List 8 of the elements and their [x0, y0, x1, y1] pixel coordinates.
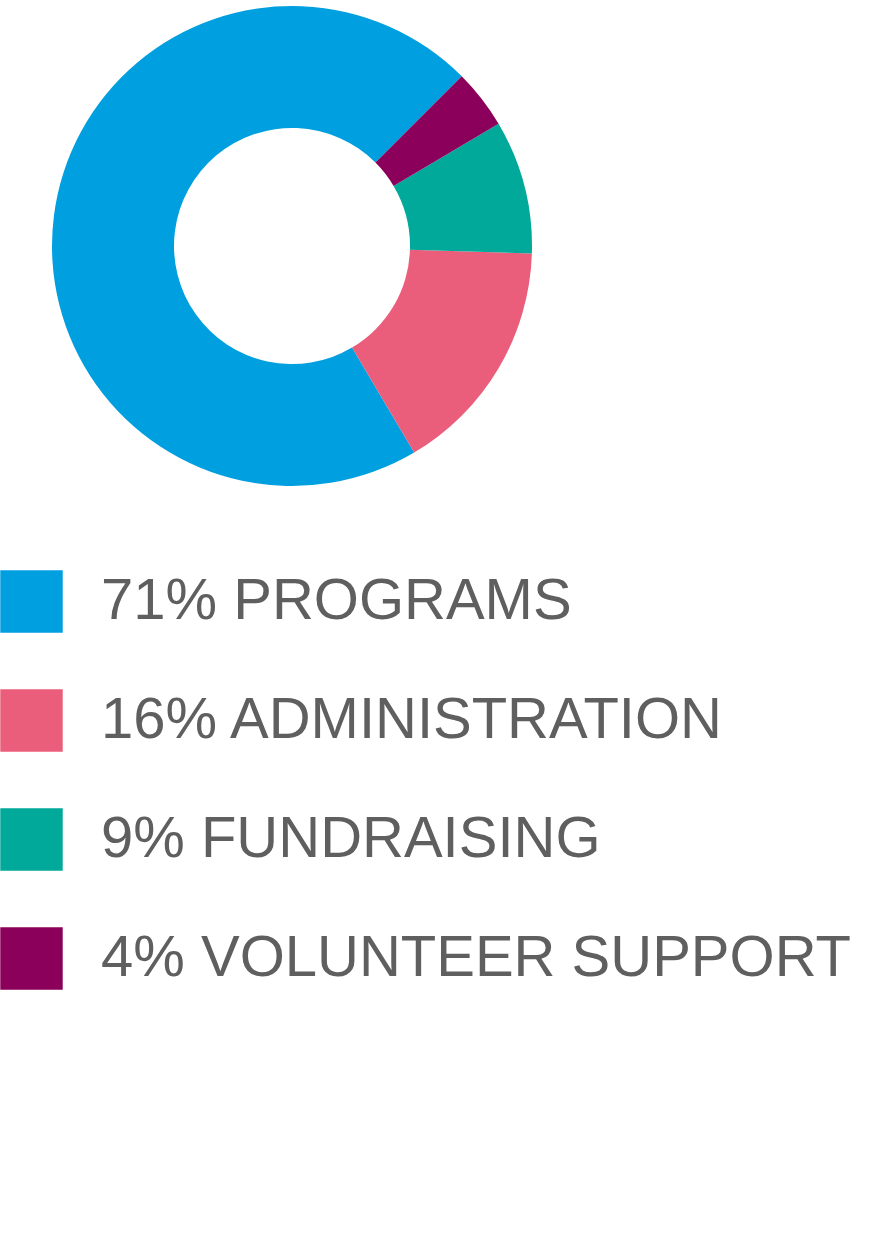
legend-label: 9% FUNDRAISING [101, 803, 601, 869]
donut-slice [352, 249, 532, 453]
donut-slice [375, 76, 499, 186]
legend-label: 16% ADMINISTRATION [101, 684, 722, 750]
legend-label: 71% PROGRAMS [101, 565, 572, 631]
donut-slice [393, 123, 532, 254]
legend-label: 4% VOLUNTEER SUPPORT [101, 922, 851, 988]
donut-slice [52, 6, 462, 486]
